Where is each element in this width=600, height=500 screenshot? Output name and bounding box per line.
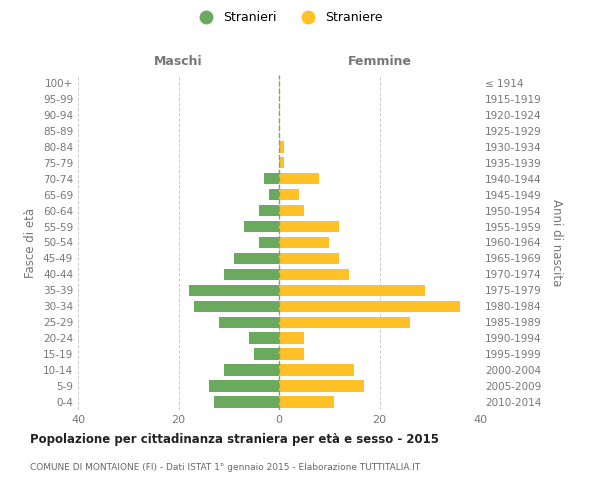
- Bar: [234, 252, 279, 264]
- Legend: Stranieri, Straniere: Stranieri, Straniere: [193, 11, 383, 24]
- Bar: [218, 316, 279, 328]
- Bar: [279, 268, 349, 280]
- Bar: [194, 300, 279, 312]
- Bar: [279, 348, 304, 360]
- Bar: [209, 380, 279, 392]
- Bar: [279, 300, 460, 312]
- Bar: [279, 364, 355, 376]
- Bar: [279, 221, 340, 232]
- Bar: [279, 252, 340, 264]
- Bar: [269, 189, 279, 200]
- Y-axis label: Fasce di età: Fasce di età: [25, 208, 37, 278]
- Bar: [279, 316, 410, 328]
- Y-axis label: Anni di nascita: Anni di nascita: [550, 199, 563, 286]
- Bar: [249, 332, 279, 344]
- Bar: [214, 396, 279, 408]
- Bar: [279, 205, 304, 216]
- Text: Popolazione per cittadinanza straniera per età e sesso - 2015: Popolazione per cittadinanza straniera p…: [30, 432, 439, 446]
- Bar: [279, 284, 425, 296]
- Text: Femmine: Femmine: [347, 56, 412, 68]
- Bar: [279, 157, 284, 168]
- Bar: [279, 141, 284, 152]
- Bar: [264, 173, 279, 184]
- Bar: [259, 205, 279, 216]
- Bar: [279, 380, 364, 392]
- Bar: [259, 237, 279, 248]
- Bar: [279, 396, 334, 408]
- Bar: [279, 332, 304, 344]
- Bar: [254, 348, 279, 360]
- Bar: [188, 284, 279, 296]
- Text: Maschi: Maschi: [154, 56, 203, 68]
- Bar: [279, 237, 329, 248]
- Bar: [279, 173, 319, 184]
- Bar: [224, 268, 279, 280]
- Bar: [244, 221, 279, 232]
- Text: COMUNE DI MONTAIONE (FI) - Dati ISTAT 1° gennaio 2015 - Elaborazione TUTTITALIA.: COMUNE DI MONTAIONE (FI) - Dati ISTAT 1°…: [30, 462, 420, 471]
- Bar: [279, 189, 299, 200]
- Bar: [224, 364, 279, 376]
